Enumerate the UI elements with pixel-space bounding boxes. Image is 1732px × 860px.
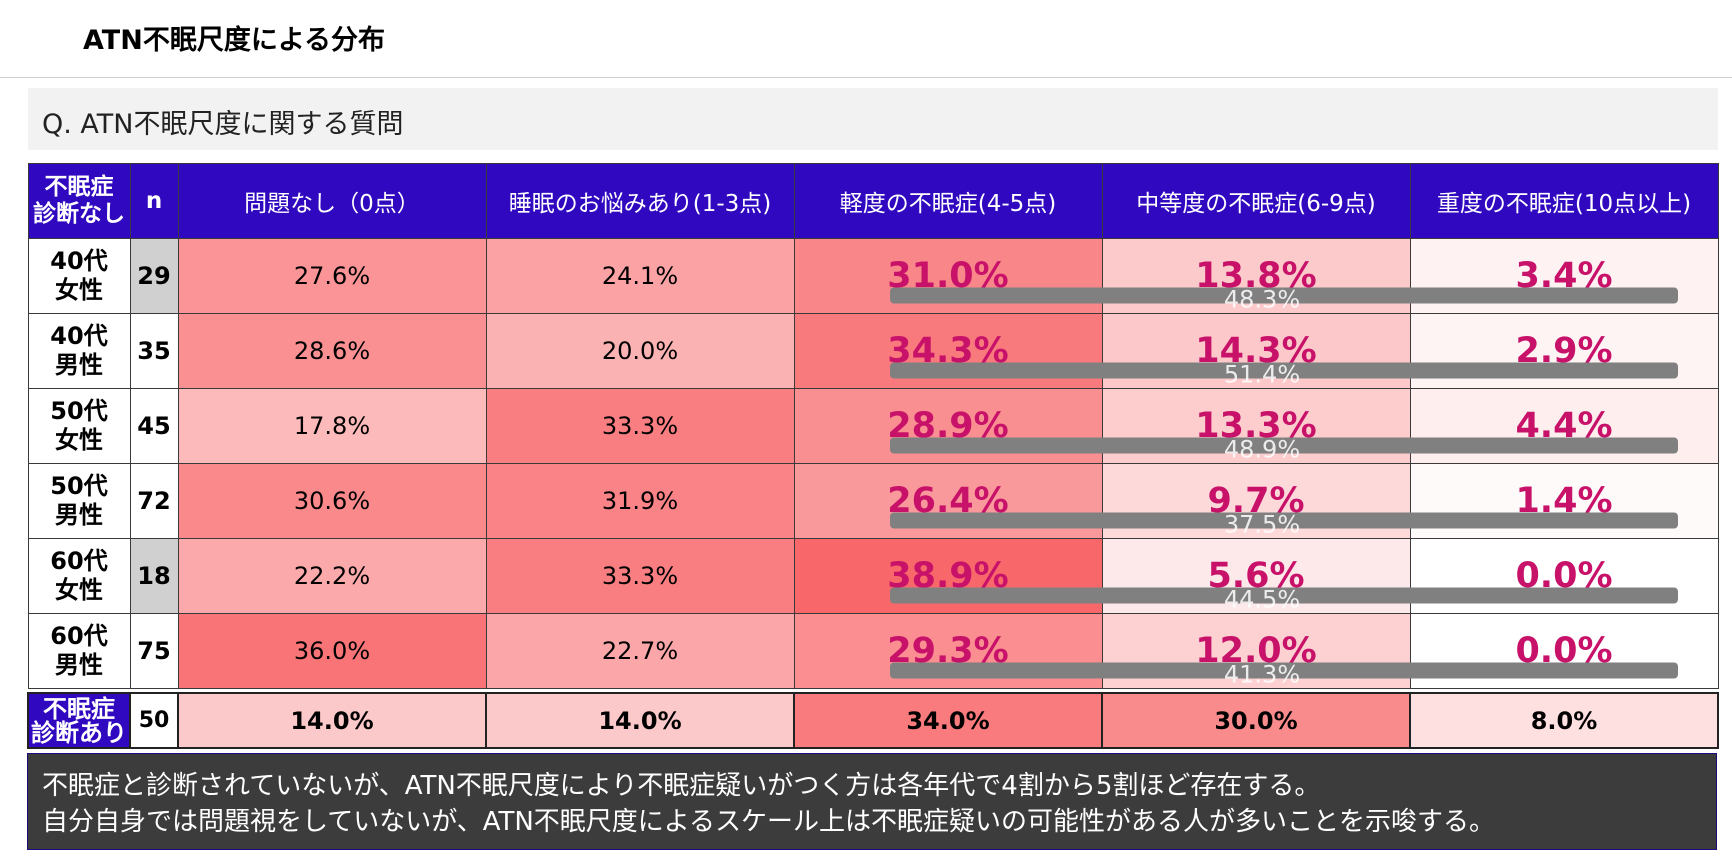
row-label-cell: 50代 男性: [27, 463, 131, 539]
row-label-line-2: 女性: [55, 276, 103, 304]
value-cell: 28.9%: [793, 388, 1103, 464]
n-header: n: [129, 163, 179, 239]
row-label-line-2: 男性: [55, 501, 103, 529]
column-header: 中等度の不眠症(6-9点): [1101, 163, 1411, 239]
table-row: 40代 女性 29 27.6% 24.1% 31.0% 13.8% 3.4%: [27, 238, 1719, 314]
row-label-line-2: 女性: [55, 576, 103, 604]
row-label-cell: 60代 男性: [27, 613, 131, 689]
diagnosed-value-cell: 8.0%: [1409, 692, 1719, 749]
row-label-line-1: 60代: [50, 547, 108, 575]
value-cell: 27.6%: [177, 238, 487, 314]
row-label-cell: 40代 女性: [27, 238, 131, 314]
value-cell: 13.8%: [1101, 238, 1411, 314]
value-cell: 12.0%: [1101, 613, 1411, 689]
row-label-line-1: 50代: [50, 397, 108, 425]
value-cell: 13.3%: [1101, 388, 1411, 464]
value-cell: 4.4%: [1409, 388, 1719, 464]
row-label-line-2: 男性: [55, 651, 103, 679]
value-cell: 36.0%: [177, 613, 487, 689]
value-cell: 30.6%: [177, 463, 487, 539]
value-cell: 20.0%: [485, 313, 795, 389]
column-header: 睡眠のお悩みあり(1-3点): [485, 163, 795, 239]
table-row: 60代 女性 18 22.2% 33.3% 38.9% 5.6% 0.0%: [27, 538, 1719, 614]
value-cell: 0.0%: [1409, 538, 1719, 614]
row-label-line-2: 男性: [55, 351, 103, 379]
value-cell: 0.0%: [1409, 613, 1719, 689]
diagnosed-row: 不眠症 診断あり 50 14.0% 14.0% 34.0% 30.0% 8.0%: [27, 692, 1719, 749]
table-header-row: 不眠症 診断なし n 問題なし（0点） 睡眠のお悩みあり(1-3点) 軽度の不眠症(4-5…: [27, 163, 1719, 239]
n-cell: 75: [129, 613, 179, 689]
summary-line-2: 自分自身では問題視をしていないが、ATN不眠尺度によるスケール上は不眠症疑いの可…: [42, 807, 1496, 837]
diagnosed-value-cell: 30.0%: [1101, 692, 1411, 749]
row-label-cell: 60代 女性: [27, 538, 131, 614]
value-cell: 17.8%: [177, 388, 487, 464]
value-cell: 26.4%: [793, 463, 1103, 539]
value-cell: 34.3%: [793, 313, 1103, 389]
row-label-line-1: 40代: [50, 322, 108, 350]
value-cell: 28.6%: [177, 313, 487, 389]
n-cell: 50: [129, 692, 179, 749]
row-label-line-1: 60代: [50, 622, 108, 650]
question-text: Q. ATN不眠尺度に関する質問: [42, 109, 404, 140]
summary-box: 不眠症と診断されていないが、ATN不眠尺度により不眠症疑いがつく方は各年代で4割…: [27, 753, 1717, 850]
value-cell: 14.3%: [1101, 313, 1411, 389]
question-box: Q. ATN不眠尺度に関する質問: [28, 88, 1718, 150]
table-row: 40代 男性 35 28.6% 20.0% 34.3% 14.3% 2.9%: [27, 313, 1719, 389]
value-cell: 5.6%: [1101, 538, 1411, 614]
value-cell: 3.4%: [1409, 238, 1719, 314]
value-cell: 22.2%: [177, 538, 487, 614]
diagnosed-label-cell: 不眠症 診断あり: [27, 692, 131, 749]
table-row: 50代 女性 45 17.8% 33.3% 28.9% 13.3% 4.4%: [27, 388, 1719, 464]
summary-line-1: 不眠症と診断されていないが、ATN不眠尺度により不眠症疑いがつく方は各年代で4割…: [42, 771, 1321, 801]
row-label-cell: 50代 女性: [27, 388, 131, 464]
n-cell: 35: [129, 313, 179, 389]
value-cell: 31.9%: [485, 463, 795, 539]
table-row: 60代 男性 75 36.0% 22.7% 29.3% 12.0% 0.0%: [27, 613, 1719, 689]
column-header: 問題なし（0点）: [177, 163, 487, 239]
row-label-line-1: 40代: [50, 247, 108, 275]
value-cell: 1.4%: [1409, 463, 1719, 539]
value-cell: 24.1%: [485, 238, 795, 314]
row-label-line-1: 50代: [50, 472, 108, 500]
table-row: 50代 男性 72 30.6% 31.9% 26.4% 9.7% 1.4%: [27, 463, 1719, 539]
diagnosed-value-cell: 14.0%: [177, 692, 487, 749]
table-spacer: [28, 688, 1718, 693]
diagnosed-value-cell: 34.0%: [793, 692, 1103, 749]
table-spacer-cell: [28, 688, 1718, 693]
value-cell: 31.0%: [793, 238, 1103, 314]
distribution-table: 不眠症 診断なし n 問題なし（0点） 睡眠のお悩みあり(1-3点) 軽度の不眠症(4-5…: [27, 163, 1719, 749]
value-cell: 9.7%: [1101, 463, 1411, 539]
value-cell: 33.3%: [485, 538, 795, 614]
diagnosed-label-line-1: 不眠症: [43, 694, 115, 723]
title-divider: [0, 77, 1732, 78]
row-label-cell: 40代 男性: [27, 313, 131, 389]
value-cell: 33.3%: [485, 388, 795, 464]
diagnosed-value-cell: 14.0%: [485, 692, 795, 749]
n-cell: 29: [129, 238, 179, 314]
value-cell: 22.7%: [485, 613, 795, 689]
page-title: ATN不眠尺度による分布: [83, 25, 386, 56]
value-cell: 29.3%: [793, 613, 1103, 689]
n-cell: 72: [129, 463, 179, 539]
group-header-line-2: 診断なし: [33, 201, 125, 227]
column-header: 重度の不眠症(10点以上): [1409, 163, 1719, 239]
value-cell: 38.9%: [793, 538, 1103, 614]
column-header: 軽度の不眠症(4-5点): [793, 163, 1103, 239]
row-label-line-2: 女性: [55, 426, 103, 454]
n-cell: 45: [129, 388, 179, 464]
value-cell: 2.9%: [1409, 313, 1719, 389]
n-cell: 18: [129, 538, 179, 614]
diagnosed-label-line-2: 診断あり: [31, 718, 127, 747]
group-header-cell: 不眠症 診断なし: [27, 163, 131, 239]
group-header-line-1: 不眠症: [44, 174, 114, 200]
